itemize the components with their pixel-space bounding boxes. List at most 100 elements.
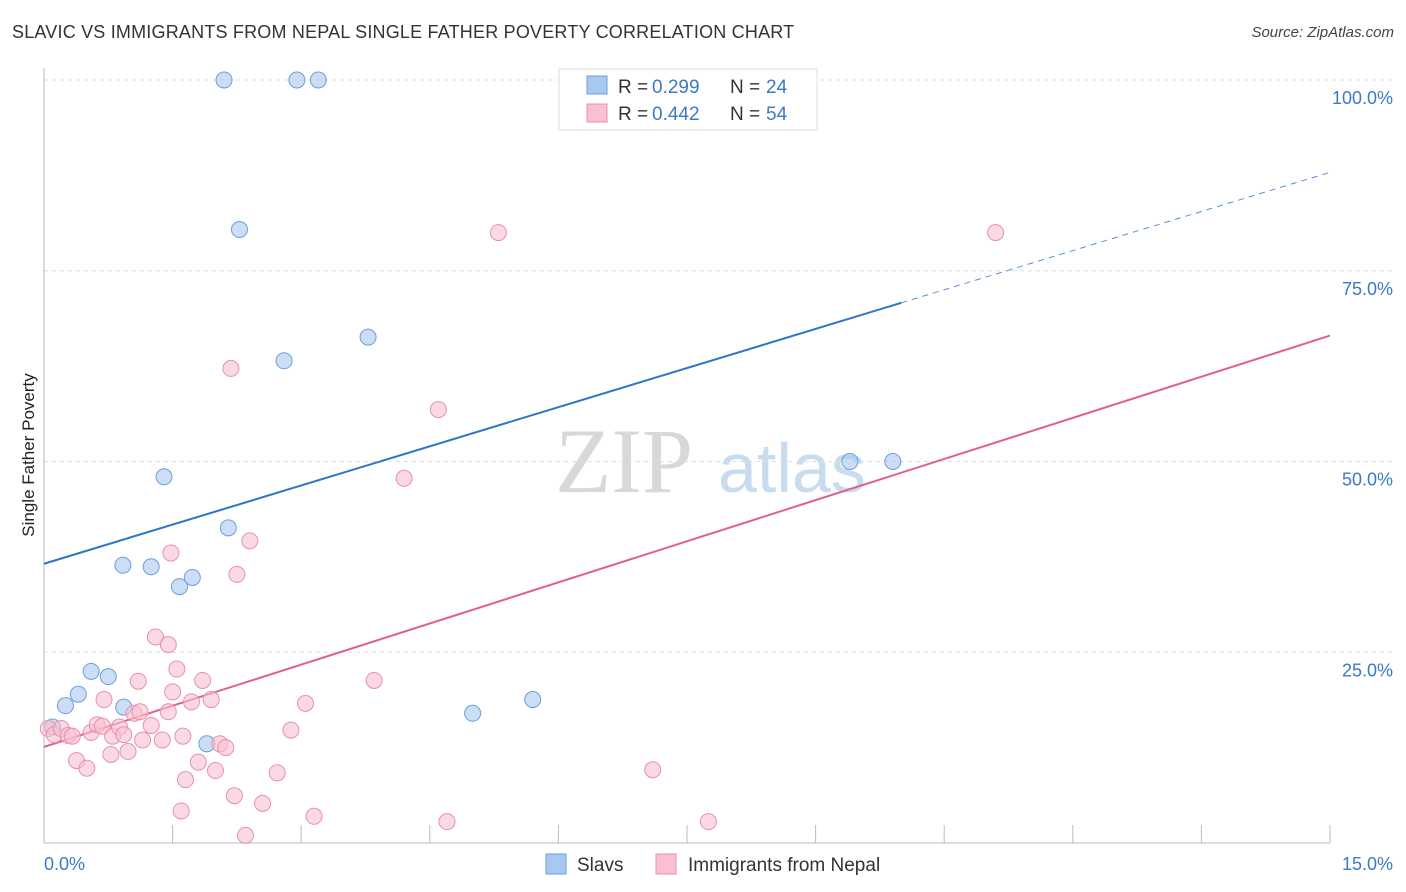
point-slavs-8	[155, 468, 173, 486]
x-tick-label-max: 15.0%	[1342, 854, 1393, 874]
stats-legend-r-value-nepal: 0.442	[652, 104, 700, 125]
bottom-legend-swatch-slavs	[545, 853, 567, 875]
point-nepal-51	[438, 813, 456, 831]
point-slavs-13	[219, 519, 237, 537]
point-nepal-33	[194, 671, 212, 689]
point-slavs-7	[142, 558, 160, 576]
bottom-legend: Slavs Immigrants from Nepal	[545, 853, 880, 876]
point-slavs-20	[524, 691, 542, 709]
point-nepal-6	[78, 759, 96, 777]
y-axis-label: Single Father Poverty	[19, 373, 38, 537]
point-slavs-9	[170, 578, 188, 596]
stats-legend-n-label-slavs: N =	[730, 77, 760, 98]
point-nepal-55	[987, 224, 1005, 242]
point-nepal-45	[282, 721, 300, 739]
point-slavs-15	[275, 352, 293, 370]
point-nepal-19	[131, 703, 149, 721]
point-nepal-37	[217, 739, 235, 757]
point-slavs-19	[464, 704, 482, 722]
point-nepal-44	[268, 764, 286, 782]
bottom-legend-label-nepal: Immigrants from Nepal	[688, 855, 880, 876]
watermark-atlas: atlas	[718, 429, 866, 507]
point-nepal-15	[119, 742, 137, 760]
point-slavs-3	[82, 662, 100, 680]
point-nepal-30	[176, 771, 194, 789]
x-ticks	[172, 825, 1331, 843]
stats-legend-n-label-nepal: N =	[730, 104, 760, 125]
point-nepal-4	[63, 727, 81, 745]
point-nepal-41	[236, 826, 254, 844]
point-nepal-11	[102, 745, 120, 763]
chart-title: SLAVIC VS IMMIGRANTS FROM NEPAL SINGLE F…	[12, 22, 795, 42]
y-tick-label-75: 75.0%	[1342, 279, 1393, 299]
y-tick-label-25: 25.0%	[1342, 660, 1393, 680]
point-nepal-43	[254, 794, 272, 812]
point-slavs-4	[99, 668, 117, 686]
gridlines	[44, 79, 1393, 653]
trend-line-0	[43, 301, 902, 565]
point-nepal-38	[222, 359, 240, 377]
point-slavs-12	[230, 221, 248, 239]
point-slavs-11	[215, 71, 233, 89]
point-nepal-35	[206, 762, 224, 780]
trend-lines	[43, 171, 1331, 748]
point-nepal-14	[115, 726, 133, 744]
point-nepal-21	[153, 731, 171, 749]
point-slavs-10	[183, 568, 201, 586]
point-slavs-17	[309, 71, 327, 89]
stats-legend-n-value-slavs: 24	[766, 77, 788, 98]
point-nepal-49	[395, 469, 413, 487]
stats-legend-swatch-slavs	[586, 75, 608, 95]
point-slavs-6	[114, 556, 132, 574]
point-nepal-18	[134, 731, 152, 749]
stats-legend-swatch-nepal	[586, 103, 608, 123]
point-slavs-2	[69, 685, 87, 703]
y-tick-label-100: 100.0%	[1332, 88, 1393, 108]
point-nepal-24	[168, 660, 186, 678]
source-label: Source: ZipAtlas.com	[1251, 24, 1394, 41]
point-nepal-50	[429, 401, 447, 419]
point-nepal-20	[142, 716, 160, 734]
stats-legend-r-value-slavs: 0.299	[652, 77, 700, 98]
point-nepal-9	[93, 717, 111, 735]
point-nepal-10	[95, 691, 113, 709]
bottom-legend-label-slavs: Slavs	[577, 855, 623, 876]
point-nepal-28	[172, 802, 190, 820]
point-nepal-31	[182, 693, 200, 711]
point-nepal-54	[699, 813, 717, 831]
y-tick-labels: 25.0% 50.0% 75.0% 100.0%	[1332, 88, 1393, 680]
data-points	[39, 71, 1005, 844]
point-slavs-22	[841, 453, 859, 470]
trend-line-1	[43, 334, 1331, 748]
point-nepal-39	[225, 787, 243, 805]
point-nepal-27	[162, 544, 180, 562]
point-slavs-18	[359, 328, 377, 346]
point-nepal-47	[305, 807, 323, 825]
point-nepal-48	[365, 671, 383, 689]
point-slavs-1	[56, 697, 74, 715]
point-nepal-23	[164, 683, 182, 701]
point-nepal-22	[159, 703, 177, 721]
x-tick-label-min: 0.0%	[44, 854, 85, 874]
y-tick-label-50: 50.0%	[1342, 470, 1393, 490]
bottom-legend-swatch-nepal	[655, 853, 677, 875]
point-nepal-53	[644, 761, 662, 779]
point-nepal-17	[129, 672, 147, 690]
point-nepal-29	[174, 727, 192, 745]
point-nepal-46	[296, 694, 314, 712]
stats-legend-r-label-nepal: R =	[618, 104, 648, 125]
point-nepal-52	[489, 224, 507, 242]
point-nepal-40	[228, 565, 246, 583]
stats-legend-n-value-nepal: 54	[766, 104, 788, 125]
stats-legend: R = 0.299 N = 24 R = 0.442 N = 54	[558, 68, 818, 131]
point-nepal-25	[146, 628, 164, 646]
point-slavs-16	[288, 71, 306, 89]
point-nepal-34	[202, 691, 220, 709]
point-nepal-42	[241, 532, 259, 550]
point-nepal-32	[189, 753, 207, 771]
point-nepal-26	[159, 636, 177, 654]
point-slavs-23	[884, 453, 902, 470]
trend-line-extension-0	[901, 171, 1331, 304]
stats-legend-r-label-slavs: R =	[618, 77, 648, 98]
